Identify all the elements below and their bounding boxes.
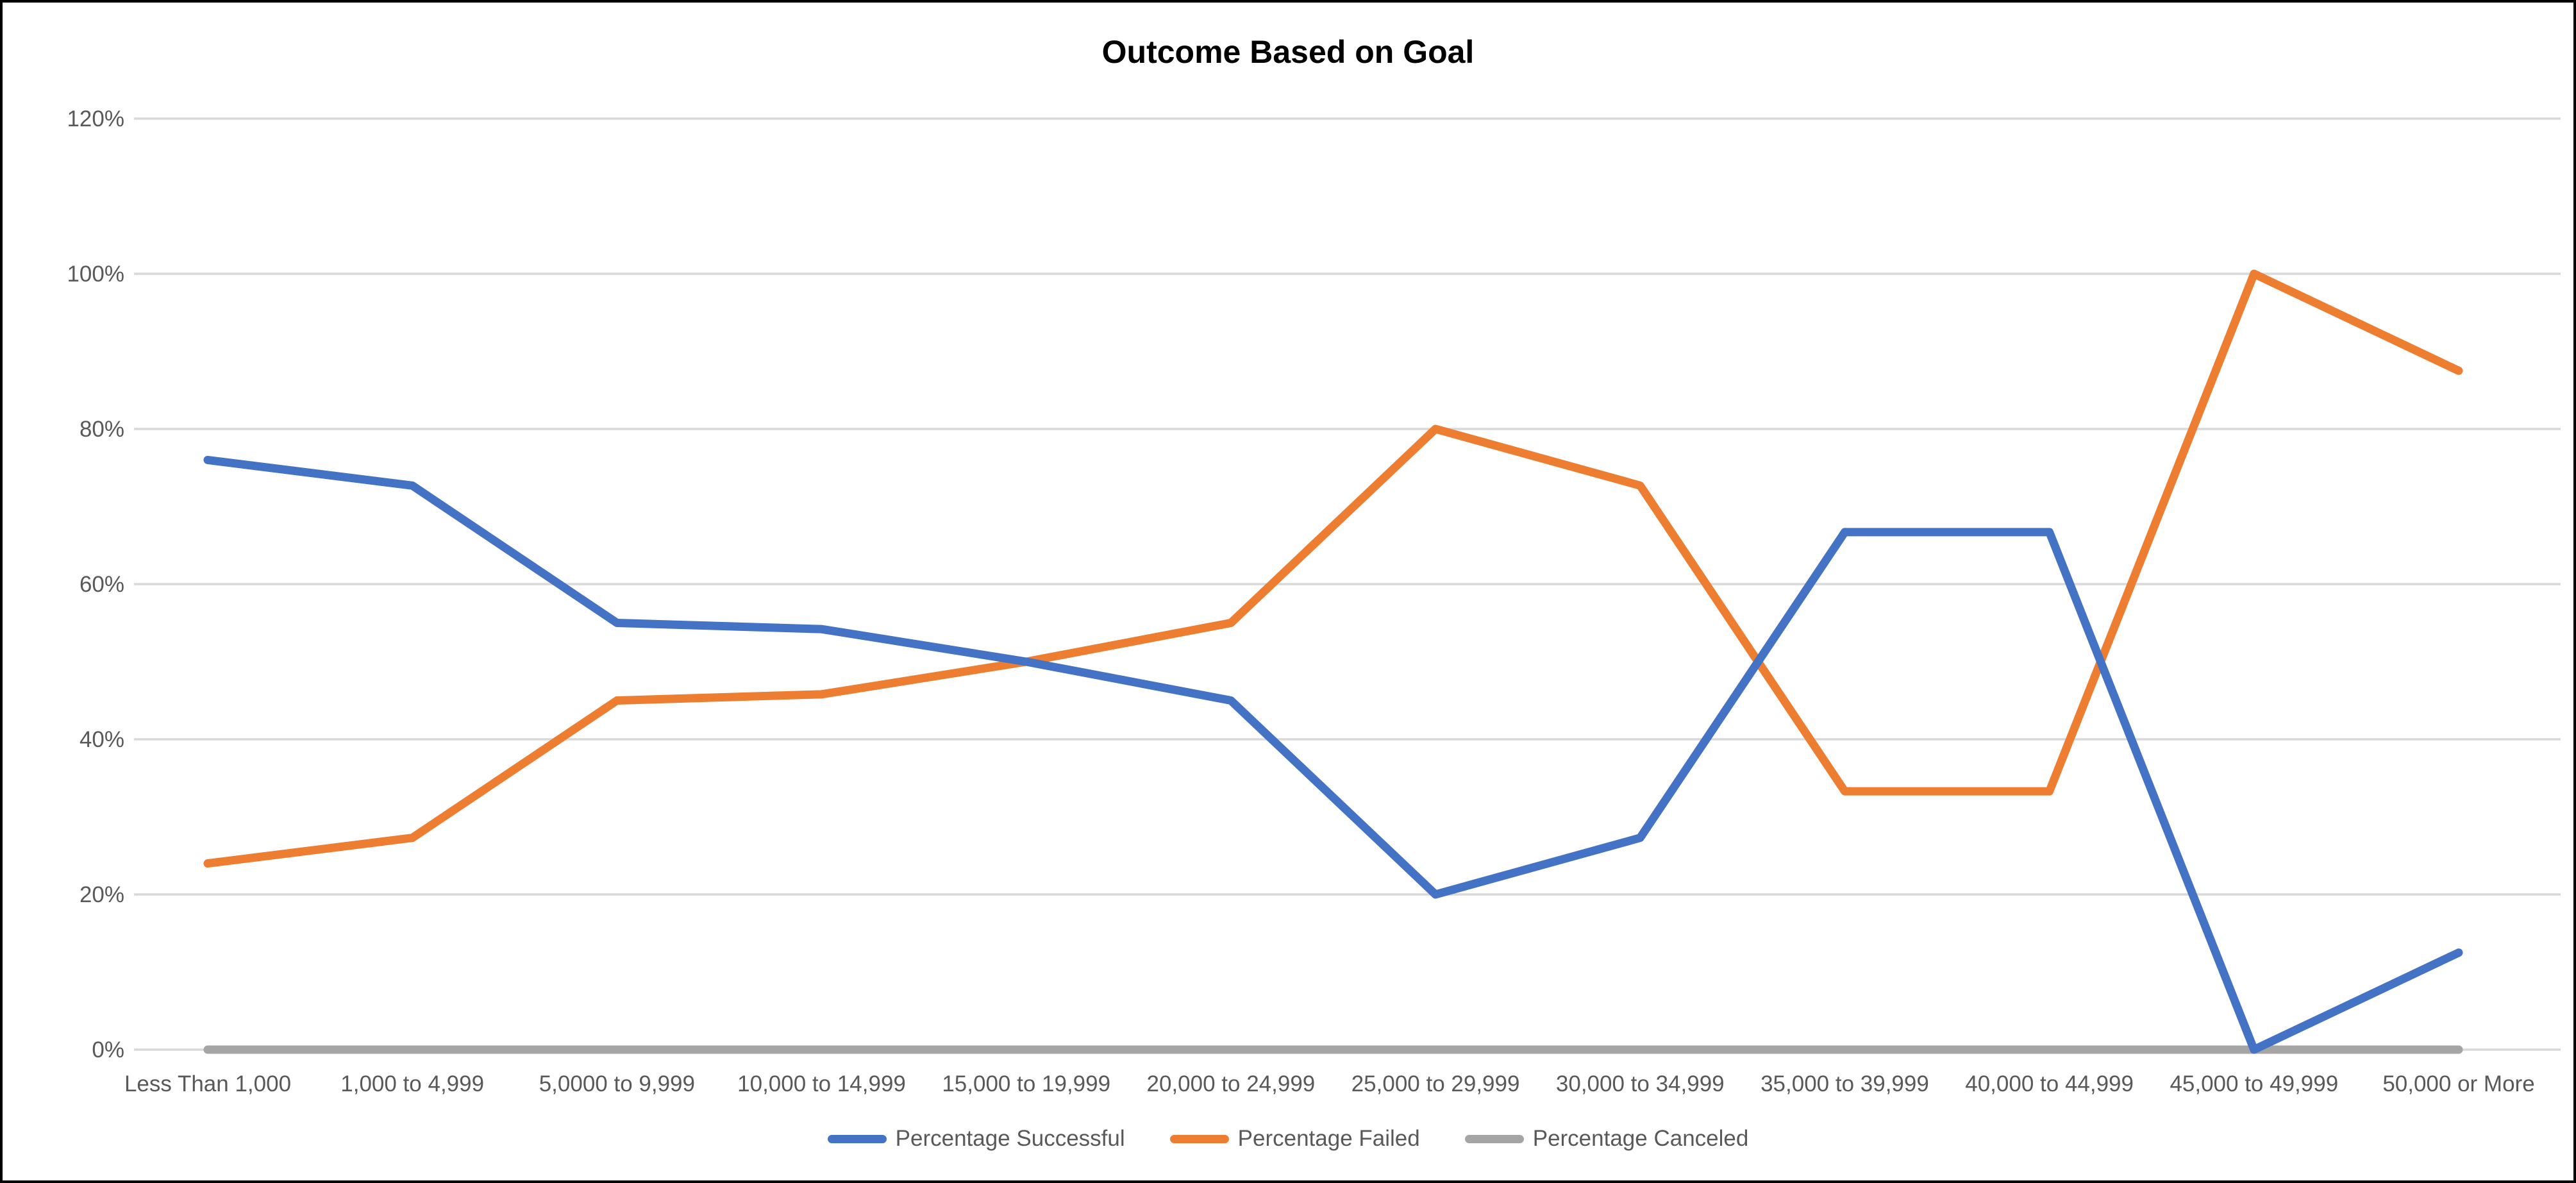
y-tick-label: 60%: [79, 572, 124, 597]
x-axis-label: 1,000 to 4,999: [340, 1071, 484, 1096]
x-axis-label: 50,000 or More: [2382, 1071, 2534, 1096]
legend-item-percentage-failed: Percentage Failed: [1169, 1126, 1420, 1152]
chart-legend: Percentage Successful Percentage Failed Pe…: [3, 1126, 2573, 1152]
y-tick-label: 20%: [79, 882, 124, 907]
legend-label: Percentage Canceled: [1532, 1126, 1749, 1151]
x-axis-label: 20,000 to 24,999: [1147, 1071, 1316, 1096]
y-tick-label: 80%: [79, 417, 124, 442]
legend-swatch-icon: [827, 1134, 887, 1143]
y-tick-label: 0%: [92, 1037, 124, 1062]
x-axis-label: 10,000 to 14,999: [737, 1071, 906, 1096]
legend-swatch-icon: [1464, 1134, 1524, 1143]
line-chart-plot-area: 0% 20% 40% 60% 80% 100% 120% Less Than 1,000 1,0…: [67, 106, 2561, 1096]
legend-label: Percentage Successful: [895, 1126, 1125, 1151]
legend-label: Percentage Failed: [1237, 1126, 1420, 1151]
x-axis-label: 25,000 to 29,999: [1351, 1071, 1520, 1096]
x-axis-label: 35,000 to 39,999: [1761, 1071, 1929, 1096]
chart-title: Outcome Based on Goal: [1101, 34, 1475, 70]
legend-item-percentage-successful: Percentage Successful: [827, 1126, 1125, 1152]
y-tick-label: 120%: [67, 106, 124, 131]
x-axis-label: 5,0000 to 9,999: [539, 1071, 695, 1096]
legend-swatch-icon: [1169, 1134, 1229, 1143]
x-axis-label: 15,000 to 19,999: [942, 1071, 1110, 1096]
x-axis-label: 45,000 to 49,999: [2170, 1071, 2338, 1096]
x-axis-label: 40,000 to 44,999: [1965, 1071, 2134, 1096]
y-tick-label: 100%: [67, 262, 124, 287]
x-axis-label: Less Than 1,000: [124, 1071, 291, 1096]
series-line-percentage-failed: [203, 269, 2463, 868]
x-axis-label: 30,000 to 34,999: [1556, 1071, 1725, 1096]
series-line-percentage-successful: [203, 455, 2463, 1054]
y-tick-label: 40%: [79, 727, 124, 752]
legend-item-percentage-canceled: Percentage Canceled: [1464, 1126, 1749, 1152]
